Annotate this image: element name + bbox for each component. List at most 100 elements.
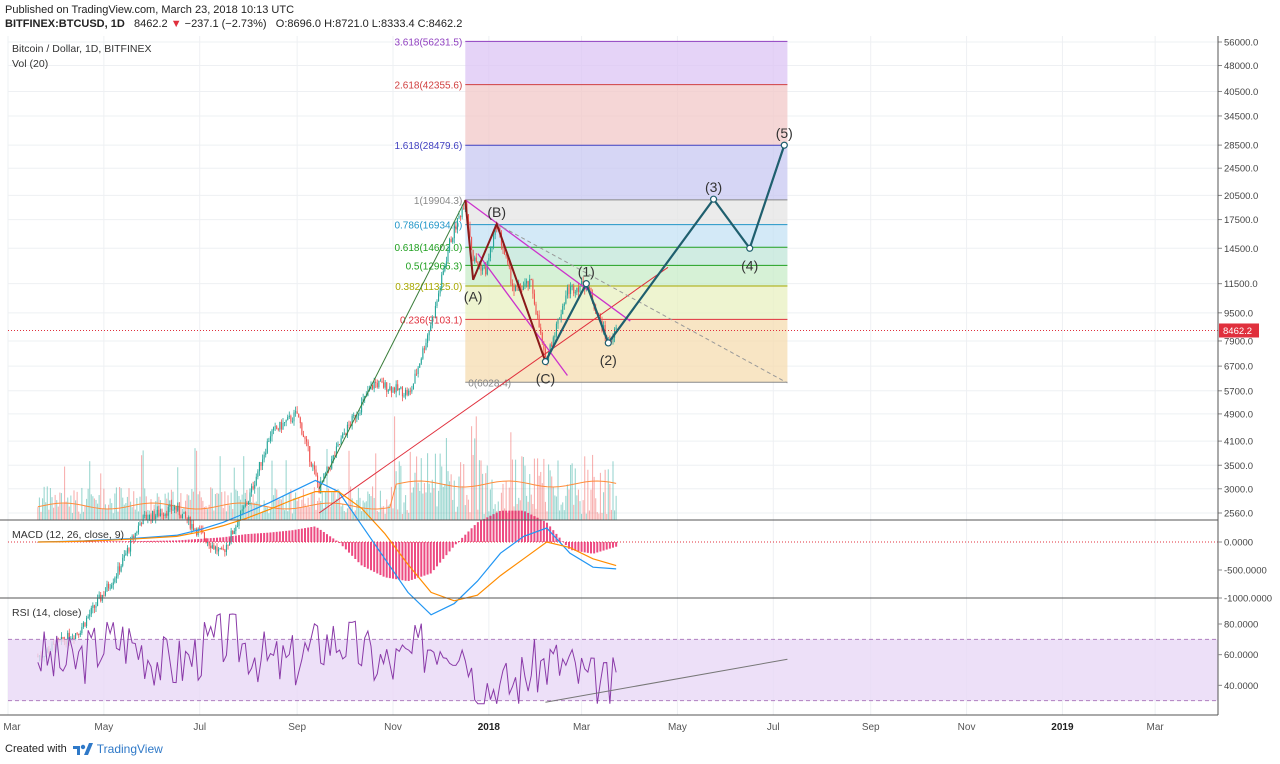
candle-body (76, 633, 78, 635)
volume-bar (442, 486, 444, 520)
macd-histogram-bar (470, 528, 473, 542)
candle-body (97, 598, 99, 606)
candle-body (136, 532, 138, 533)
macd-histogram-bar (568, 542, 570, 549)
price-axis-label: 4900.0 (1224, 409, 1253, 420)
volume-bar (207, 509, 209, 520)
macd-histogram-bar (285, 530, 288, 542)
volume-bar (456, 506, 458, 520)
macd-histogram-bar (552, 530, 555, 542)
volume-bar (423, 483, 425, 520)
volume-bar (519, 500, 521, 520)
candle-body (428, 330, 430, 336)
macd-histogram-bar (426, 542, 429, 575)
volume-bar (284, 510, 286, 520)
tradingview-logo[interactable]: TradingView (72, 742, 163, 756)
volume-bar (497, 501, 499, 520)
grid-lines (7, 36, 1218, 715)
macd-histogram-bar (288, 530, 291, 542)
volume-bar (590, 489, 592, 520)
candle-body (392, 387, 394, 393)
macd-histogram-bar (407, 542, 410, 581)
candle-body (114, 578, 116, 583)
volume-bar (386, 499, 388, 520)
candle-body (472, 249, 474, 262)
candle-body (400, 387, 402, 389)
fib-level-label: 0(6028.4) (468, 378, 511, 389)
volume-bar (365, 501, 367, 520)
candle-body (288, 415, 290, 417)
candle-body (312, 465, 314, 467)
macd-histogram-bar (546, 522, 548, 542)
volume-bar (64, 466, 66, 520)
volume-bar (236, 490, 238, 520)
volume-bar (115, 487, 117, 520)
volume-bar (491, 479, 493, 520)
macd-histogram-bar (448, 542, 451, 552)
rsi-axis-label: 40.0000 (1224, 681, 1258, 692)
volume-bar (318, 497, 320, 520)
macd-histogram-bar (260, 533, 262, 542)
volume-bar (530, 494, 532, 520)
candle-body (350, 424, 352, 426)
candle-body (293, 412, 295, 422)
volume-bar (551, 476, 553, 520)
macd-histogram-bar (445, 542, 448, 556)
macd-histogram-bar (121, 541, 124, 542)
candle-body (106, 583, 108, 592)
candle-body (144, 514, 146, 516)
volume-bar (166, 498, 168, 520)
macd-histogram-bar (596, 542, 599, 553)
volume-bar (568, 489, 570, 520)
volume-bar (111, 503, 113, 520)
macd-histogram-bar (128, 541, 130, 542)
volume-bar (526, 495, 528, 520)
volume-bar (205, 506, 207, 520)
macd-histogram-bar (165, 540, 168, 542)
macd-histogram-bar (363, 542, 366, 568)
volume-bar (548, 464, 550, 520)
candle-body (516, 286, 518, 287)
candle-body (238, 519, 240, 526)
volume-bar (472, 454, 474, 520)
volume-bar (598, 513, 600, 520)
volume-bar (243, 456, 245, 520)
volume-bar (86, 498, 88, 520)
volume-bar (452, 499, 454, 520)
candle-body (483, 266, 485, 268)
fib-band (465, 84, 788, 146)
macd-histogram-bar (348, 542, 350, 553)
candle-body (477, 262, 479, 265)
macd-histogram-bar (203, 538, 206, 542)
volume-bar (507, 512, 509, 520)
volume-bar (62, 503, 64, 520)
candle-body (284, 422, 286, 424)
macd-histogram-bar (87, 541, 90, 543)
candle-body (515, 286, 517, 291)
volume-bar (288, 491, 290, 520)
volume-bar (302, 489, 304, 520)
macd-histogram-bar (354, 542, 357, 560)
candle-body (458, 216, 460, 219)
volume-bar (48, 509, 50, 520)
macd-histogram-bar (524, 511, 526, 542)
candle-body (394, 387, 396, 393)
macd-histogram-bar (162, 540, 165, 542)
candle-body (573, 285, 575, 294)
volume-bar (224, 491, 226, 520)
time-axis-label: Mar (573, 722, 591, 733)
candle-body (268, 441, 270, 442)
candle-body (203, 532, 205, 539)
candle-body (543, 342, 545, 350)
candle-body (98, 594, 100, 599)
candle-body (112, 582, 114, 585)
time-axis-label: Jul (767, 722, 780, 733)
candle-body (243, 506, 245, 510)
volume-bar (445, 437, 447, 520)
volume-bar (257, 487, 259, 520)
macd-title: MACD (12, 26, close, 9) (12, 529, 124, 541)
macd-histogram-bar (137, 541, 140, 542)
candle-body (551, 344, 553, 347)
macd-histogram-bar (307, 527, 310, 542)
